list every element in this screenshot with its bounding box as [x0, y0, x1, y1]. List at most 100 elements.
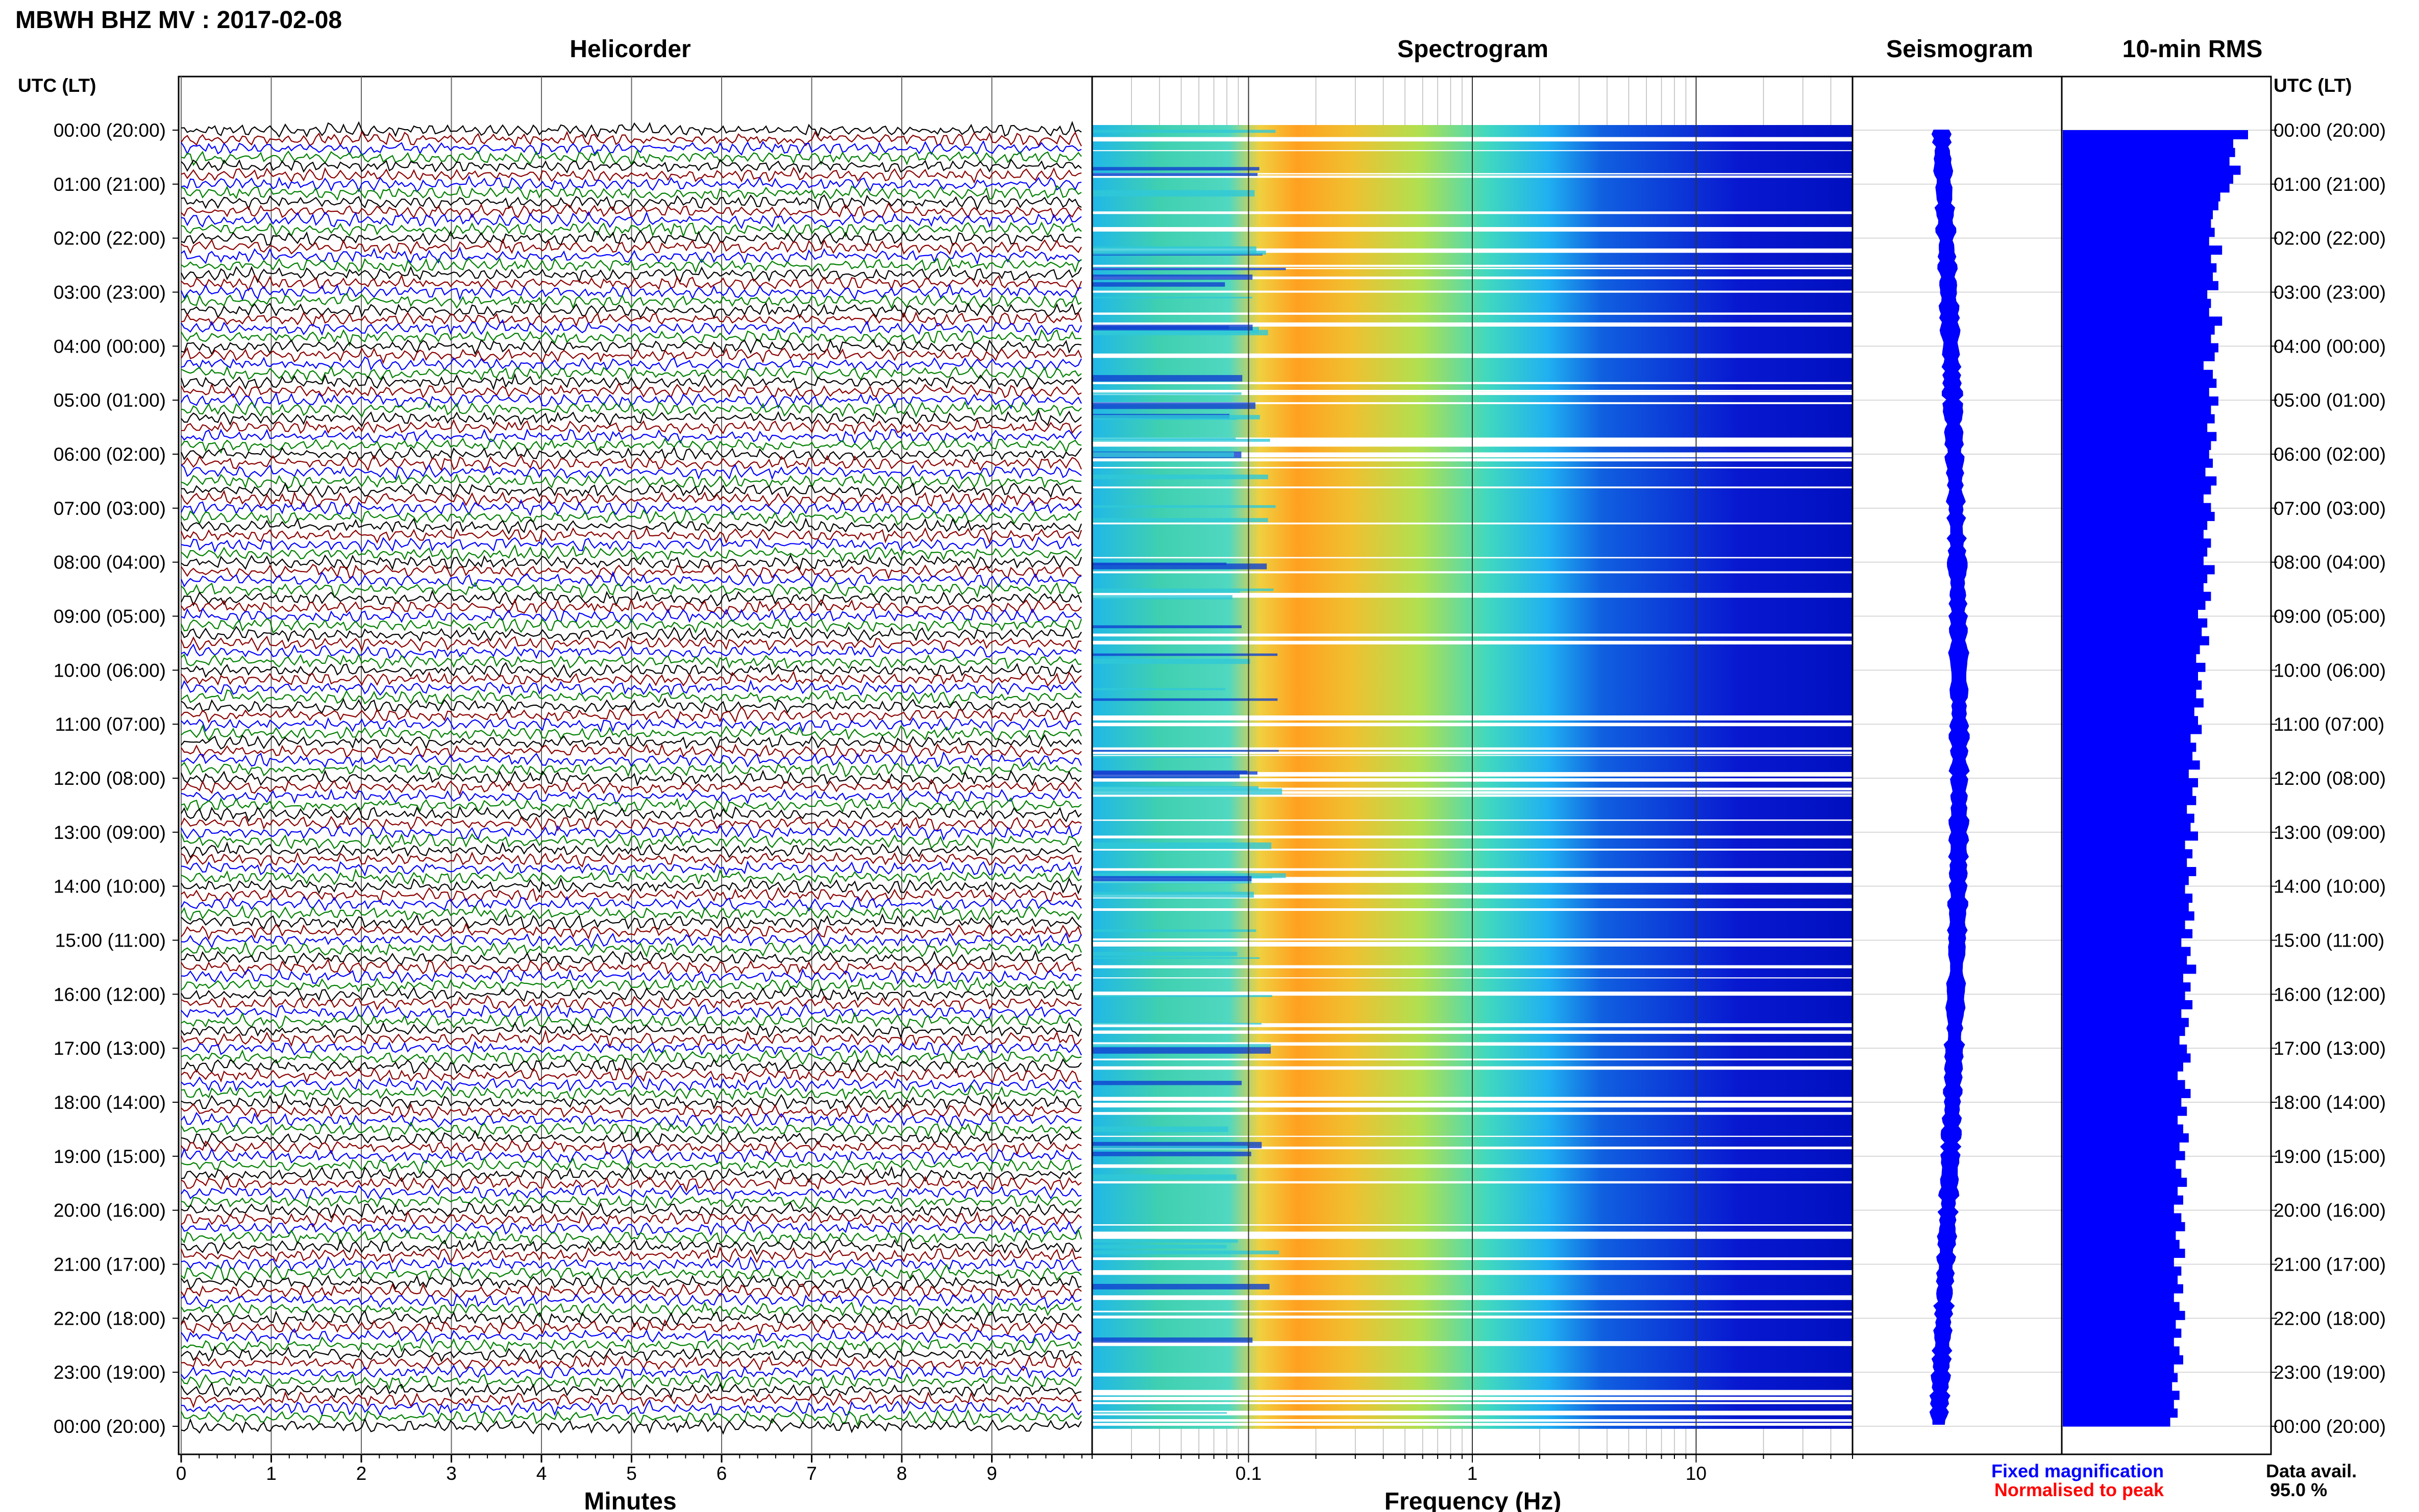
rms-bar [2063, 325, 2215, 335]
rms-bar [2063, 947, 2191, 956]
rms-bar [2063, 574, 2208, 583]
rms-bar [2063, 1417, 2170, 1427]
helicorder-trace-row [181, 1166, 1082, 1183]
rms-bar [2063, 423, 2208, 433]
rms-bar [2063, 627, 2202, 637]
rms-bar [2063, 1302, 2180, 1311]
spectrogram-lowfreq-band [1092, 1146, 1248, 1149]
helicorder-trace-row [181, 149, 1082, 166]
helicorder-trace-row [181, 805, 1082, 823]
rms-bar [2063, 387, 2209, 397]
rms-bar [2063, 654, 2196, 663]
rms-bar [2063, 1293, 2174, 1303]
rms-bar [2063, 858, 2187, 867]
helicorder-trace-row [181, 1174, 1082, 1193]
helicorder-trace-row [181, 1273, 1082, 1292]
rms-bar [2063, 1071, 2178, 1081]
helicorder-trace-row [181, 950, 1082, 966]
rms-bar [2063, 432, 2217, 441]
helicorder-trace-row [181, 706, 1082, 725]
helicorder-trace-row [181, 1210, 1082, 1228]
spectrogram-lowfreq-band [1092, 167, 1260, 171]
time-labels-right: 00:00 (20:00) 01:00 (21:00) 02:00 (22:00) 0… [2271, 120, 2386, 1437]
helicorder-trace-row [181, 1011, 1082, 1029]
rms-bar [2063, 245, 2223, 255]
rms-bar [2063, 201, 2218, 211]
time-label-right: 03:00 (23:00) [2274, 282, 2386, 303]
helicorder-trace-row [181, 1156, 1082, 1175]
spectrogram-lowfreq-band [1092, 475, 1268, 480]
spectrogram-lowfreq-band [1092, 952, 1238, 956]
time-label-right: 02:00 (22:00) [2274, 228, 2386, 249]
spectrogram-lowfreq-band [1092, 786, 1258, 790]
rms-bar [2063, 228, 2215, 237]
helicorder-trace-row [181, 1075, 1082, 1093]
rms-bar [2063, 1088, 2191, 1098]
helicorder-trace-row [180, 1309, 1082, 1328]
helicorder-trace-row [181, 1418, 1082, 1435]
helicorder-trace-row [180, 1246, 1082, 1264]
rms-bar [2063, 680, 2202, 690]
rms-bar [2063, 1391, 2180, 1400]
rms-bar [2063, 991, 2185, 1001]
helicorder-trace-row [181, 716, 1082, 733]
rms-bar [2063, 1142, 2180, 1152]
helicorder-trace-row [181, 1382, 1082, 1399]
spectrogram-lowfreq-band [1092, 1126, 1228, 1132]
rms-bar [2063, 742, 2196, 752]
time-label-right: 20:00 (16:00) [2274, 1200, 2386, 1221]
time-label-left: 22:00 (18:00) [54, 1308, 166, 1329]
rms-bar [2063, 1266, 2182, 1276]
rms-bar [2063, 1346, 2180, 1356]
helicorder-trace-row [181, 1193, 1082, 1210]
helicorder-trace-row [181, 662, 1082, 678]
helicorder-trace-row [180, 1147, 1082, 1166]
utc-heading-left: UTC (LT) [18, 75, 96, 96]
spectrogram-lowfreq-band [1092, 788, 1282, 795]
helicorder-trace-row [181, 166, 1082, 184]
rms-bar [2063, 583, 2204, 592]
time-label-right: 14:00 (10:00) [2274, 876, 2386, 897]
rms-bar [2063, 476, 2217, 486]
helicorder-trace-row [181, 418, 1082, 435]
spectrogram-lowfreq-band [1092, 625, 1242, 629]
time-label-left: 15:00 (11:00) [55, 930, 166, 951]
time-label-right: 08:00 (04:00) [2274, 552, 2386, 573]
rms-bar [2063, 618, 2208, 628]
helicorder-trace-row [181, 246, 1082, 265]
rms-bar [2063, 1106, 2187, 1116]
spectrogram-lowfreq-band [1092, 1044, 1271, 1048]
rms-bar [2063, 538, 2211, 548]
spectrogram-lowfreq-band [1092, 437, 1236, 440]
rms-bar [2063, 884, 2185, 894]
helicorder-xlabel: Minutes [584, 1488, 676, 1512]
data-avail-value: 95.0 % [2270, 1479, 2327, 1500]
spectrogram-lowfreq-band [1092, 563, 1267, 569]
spectrogram-lowfreq-band [1092, 773, 1240, 779]
time-label-left: 20:00 (16:00) [54, 1200, 166, 1221]
rms-bar [2063, 1275, 2178, 1285]
time-label-left: 12:00 (08:00) [54, 768, 166, 789]
rms-bar [2063, 662, 2206, 672]
helicorder-trace-row [181, 932, 1082, 949]
helicorder-trace-row [181, 437, 1082, 454]
spectrogram-lowfreq-band [1092, 1283, 1270, 1290]
helicorder-trace-row [181, 401, 1082, 418]
spectrogram-lowfreq-band [1092, 929, 1256, 932]
helicorder-trace-row [181, 1409, 1082, 1427]
time-label-right: 09:00 (05:00) [2274, 606, 2386, 627]
rms-bar [2063, 547, 2208, 557]
rms-bar [2063, 414, 2215, 424]
rms-bar [2063, 1169, 2182, 1178]
rms-bar [2063, 1310, 2185, 1320]
helicorder-trace-row [181, 1364, 1082, 1381]
helicorder-trace-row [180, 283, 1082, 302]
helicorder-panel: 0 1 2 3 4 5 6 7 8 9 Minutes [176, 76, 1093, 1512]
time-label-right: 01:00 (21:00) [2274, 174, 2386, 195]
rms-bar [2063, 147, 2235, 157]
helicorder-trace-row [181, 697, 1082, 714]
helicorder-trace-row [181, 886, 1082, 904]
rms-bar [2063, 1328, 2182, 1338]
helicorder-trace-row [181, 940, 1082, 958]
rms-bar [2063, 139, 2233, 148]
